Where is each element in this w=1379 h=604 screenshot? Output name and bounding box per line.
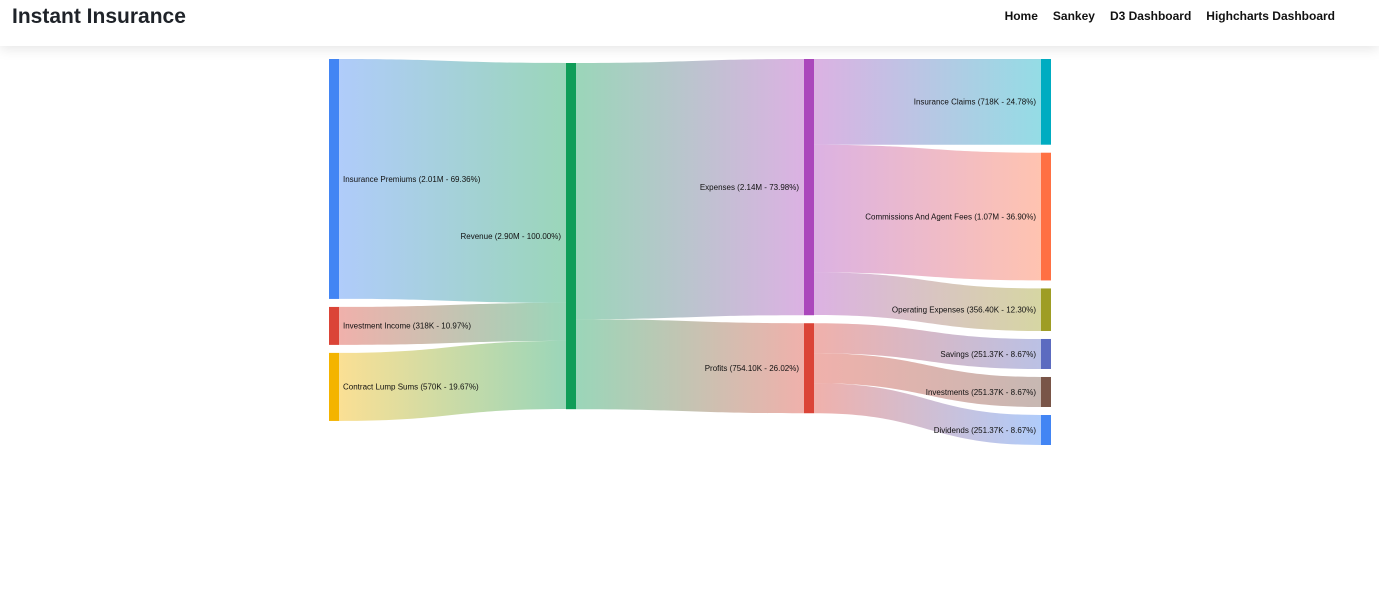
labels-layer: Insurance Premiums (2.01M - 69.36%) Inves… <box>343 98 1036 435</box>
nav-sankey-link[interactable]: Sankey <box>1052 9 1095 23</box>
sankey-node-label-commissions: Commissions And Agent Fees (1.07M - 36.9… <box>865 212 1036 221</box>
sankey-link-profits-to-dividends[interactable] <box>814 383 1041 445</box>
sankey-node-label-savings: Savings (251.37K - 8.67%) <box>940 350 1036 359</box>
sankey-link-lump_sums-to-revenue[interactable] <box>339 340 566 421</box>
nav-links: Home Sankey D3 Dashboard Highcharts Dash… <box>1005 9 1335 23</box>
sankey-link-expenses-to-commissions[interactable] <box>814 144 1041 281</box>
brand-title[interactable]: Instant Insurance <box>12 5 186 28</box>
sankey-node-label-claims: Insurance Claims (718K - 24.78%) <box>914 98 1037 107</box>
sankey-node-label-premiums: Insurance Premiums (2.01M - 69.36%) <box>343 175 481 184</box>
nav-d3-dashboard-link[interactable]: D3 Dashboard <box>1109 9 1192 23</box>
nodes-layer <box>329 59 1051 445</box>
sankey-node-investments[interactable] <box>1041 376 1051 407</box>
sankey-link-investment_income-to-revenue[interactable] <box>339 302 566 345</box>
sankey-link-revenue-to-profits[interactable] <box>576 319 804 414</box>
sankey-node-revenue[interactable] <box>566 63 576 410</box>
sankey-node-commissions[interactable] <box>1041 152 1051 281</box>
sankey-node-expenses[interactable] <box>804 59 814 316</box>
sankey-node-label-dividends: Dividends (251.37K - 8.67%) <box>934 426 1037 435</box>
sankey-link-revenue-to-expenses[interactable] <box>576 59 804 320</box>
sankey-node-operating[interactable] <box>1041 288 1051 331</box>
sankey-node-premiums[interactable] <box>329 59 339 299</box>
navbar: Instant Insurance Home Sankey D3 Dashboa… <box>0 0 1379 46</box>
sankey-node-label-expenses: Expenses (2.14M - 73.98%) <box>700 183 799 192</box>
sankey-link-profits-to-investments[interactable] <box>814 353 1041 407</box>
sankey-node-investment_income[interactable] <box>329 306 339 345</box>
nav-highcharts-dashboard-link[interactable]: Highcharts Dashboard <box>1206 9 1335 23</box>
nav-home-link[interactable]: Home <box>1004 9 1038 23</box>
sankey-node-label-lump_sums: Contract Lump Sums (570K - 19.67%) <box>343 383 479 392</box>
sankey-node-claims[interactable] <box>1041 59 1051 145</box>
sankey-link-premiums-to-revenue[interactable] <box>339 59 566 303</box>
sankey-node-dividends[interactable] <box>1041 414 1051 445</box>
sankey-node-label-revenue: Revenue (2.90M - 100.00%) <box>461 232 562 241</box>
sankey-link-expenses-to-claims[interactable] <box>814 59 1041 145</box>
sankey-node-savings[interactable] <box>1041 338 1051 369</box>
sankey-node-label-operating: Operating Expenses (356.40K - 12.30%) <box>892 306 1036 315</box>
sankey-link-profits-to-savings[interactable] <box>814 323 1041 369</box>
sankey-node-label-investment_income: Investment Income (318K - 10.97%) <box>343 322 471 331</box>
sankey-node-label-investments: Investments (251.37K - 8.67%) <box>926 388 1037 397</box>
sankey-link-expenses-to-operating[interactable] <box>814 272 1041 331</box>
links-layer <box>339 59 1041 445</box>
sankey-node-label-profits: Profits (754.10K - 26.02%) <box>705 364 800 373</box>
sankey-node-profits[interactable] <box>804 323 814 414</box>
sankey-node-lump_sums[interactable] <box>329 352 339 421</box>
